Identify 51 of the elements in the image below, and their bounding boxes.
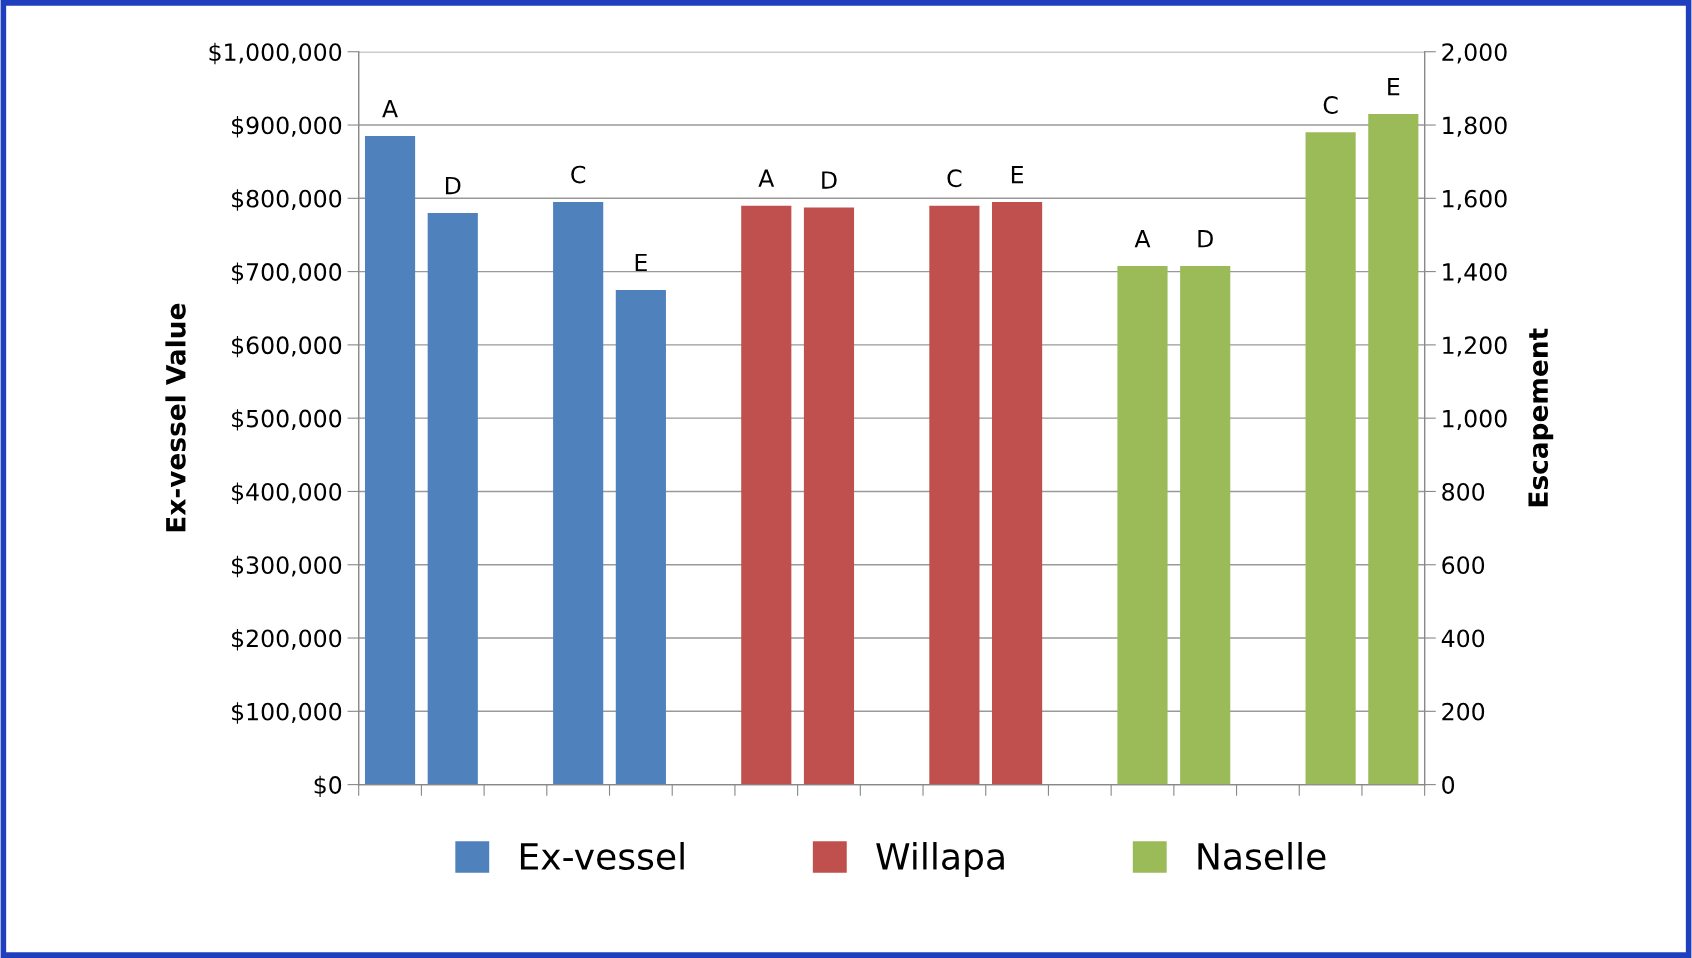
- data-label: A: [758, 169, 775, 187]
- y2-tick-label: 1,400: [1443, 263, 1507, 284]
- data-label: C: [947, 169, 962, 188]
- bar: [1117, 266, 1168, 785]
- bar: [615, 289, 666, 785]
- data-label: E: [1388, 78, 1400, 96]
- bar: [992, 201, 1043, 785]
- data-label: E: [635, 253, 647, 272]
- y-tick-label: $400,000: [232, 482, 342, 504]
- y-tick-label: $100,000: [232, 702, 342, 724]
- bar: [1305, 132, 1356, 785]
- y2-tick-label: 600: [1442, 556, 1485, 575]
- bar: [741, 205, 792, 785]
- bar: [553, 201, 604, 785]
- y-tick-label: $700,000: [232, 262, 342, 285]
- data-label: C: [1323, 96, 1338, 114]
- bar: [364, 136, 416, 785]
- bar: [929, 205, 980, 785]
- y2-tick-label: 0: [1442, 776, 1455, 794]
- y-axis-title: Ex-vessel Value: [165, 303, 186, 532]
- y2-tick-label: 200: [1442, 702, 1485, 721]
- data-label: E: [1011, 165, 1024, 184]
- legend-label: Ex-vessel: [520, 842, 684, 870]
- y2-tick-label: 400: [1441, 629, 1485, 648]
- y-tick-label: $900,000: [232, 116, 342, 138]
- data-label: D: [822, 171, 837, 189]
- bar: [1180, 266, 1231, 785]
- bar: [803, 207, 855, 785]
- data-label: D: [445, 176, 461, 195]
- y-tick-label: $200,000: [232, 629, 342, 651]
- y2-tick-label: 800: [1442, 482, 1485, 501]
- bar: [1368, 114, 1419, 785]
- data-label: C: [571, 165, 586, 184]
- data-label: A: [1134, 230, 1151, 248]
- y-tick-label: $600,000: [232, 335, 342, 358]
- y-tick-label: $300,000: [232, 555, 342, 578]
- y-tick-label: $1,000,000: [209, 42, 342, 65]
- data-label: A: [382, 100, 398, 118]
- data-label: D: [1198, 230, 1213, 248]
- legend-label: Naselle: [1198, 842, 1326, 870]
- legend-label: Willapa: [876, 842, 1004, 877]
- y2-tick-label: 2,000: [1442, 43, 1507, 64]
- y-tick-label: $500,000: [232, 409, 342, 431]
- y2-axis-title: Escapement: [1528, 328, 1554, 507]
- y-tick-label: $0: [314, 775, 342, 798]
- y2-tick-label: 1,200: [1443, 336, 1507, 357]
- y2-tick-label: 1,000: [1443, 409, 1507, 430]
- y2-tick-label: 1,600: [1443, 189, 1507, 211]
- bar: [427, 212, 478, 785]
- y2-tick-label: 1,800: [1443, 116, 1507, 137]
- y-tick-label: $800,000: [232, 189, 342, 211]
